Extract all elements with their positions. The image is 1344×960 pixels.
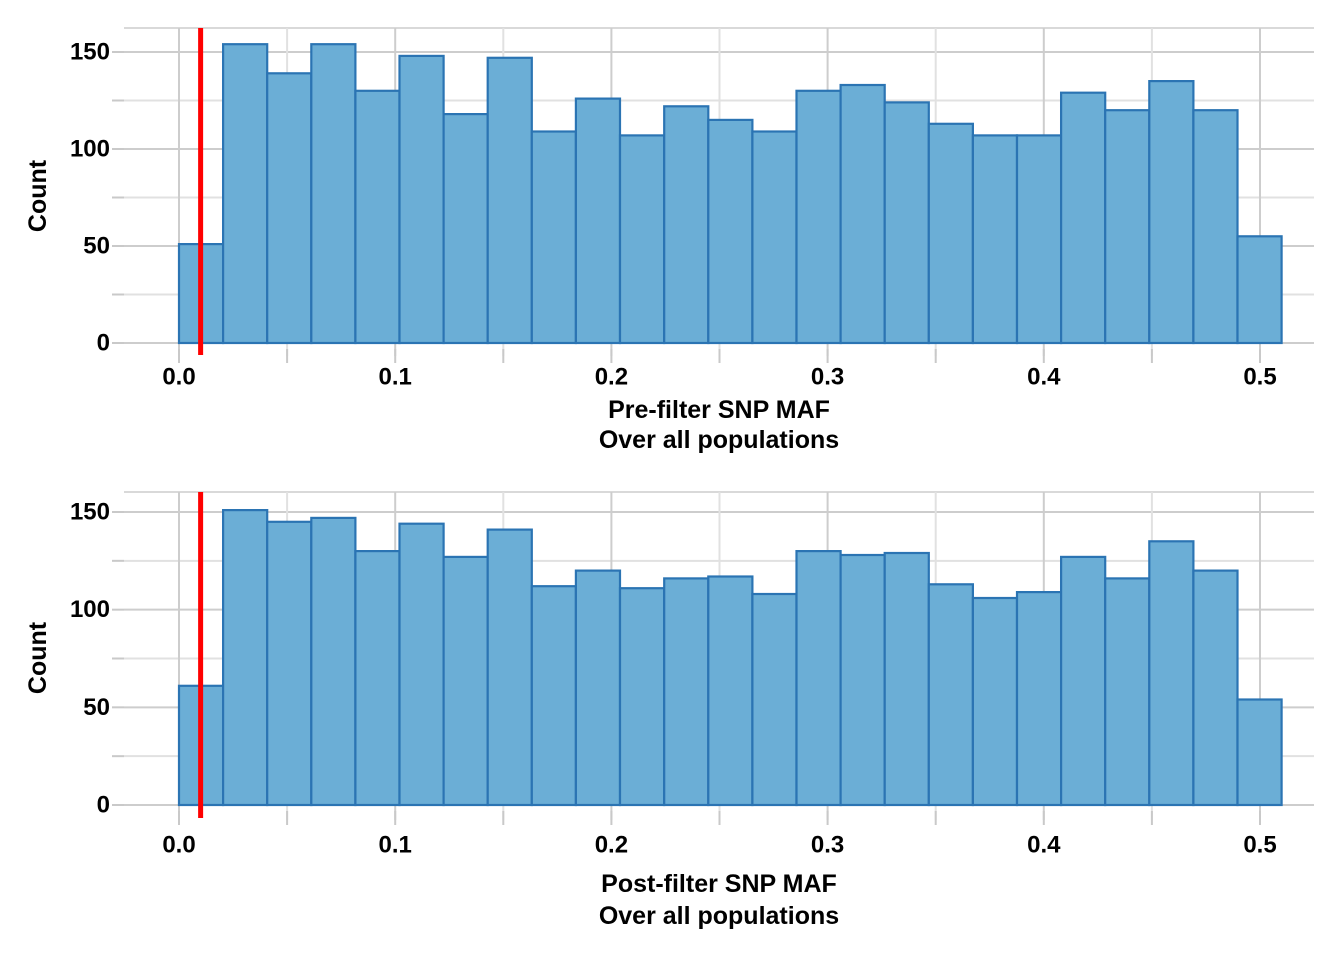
x-tick-label: 0.1	[379, 364, 412, 391]
histogram-bar	[266, 72, 313, 345]
histogram-bar	[574, 97, 622, 345]
histogram-bar	[1104, 577, 1151, 807]
y-tick-label: 50	[83, 694, 110, 721]
x-axis-title-line1: Pre-filter SNP MAF	[608, 396, 830, 424]
x-axis-title-line1: Post-filter SNP MAF	[601, 870, 837, 898]
histogram-bar	[883, 101, 930, 345]
histogram-bar	[618, 587, 666, 807]
histogram-bar	[222, 43, 269, 345]
y-tick-label: 0	[97, 330, 110, 357]
histogram-bar	[1148, 540, 1195, 807]
histogram-bar	[222, 509, 269, 807]
histogram-bar	[1059, 91, 1107, 345]
histogram-bar	[618, 134, 666, 345]
histogram-bar	[354, 549, 401, 807]
x-tick-label: 0.3	[811, 832, 844, 859]
y-tick-label: 0	[97, 792, 110, 819]
y-axis-title: Count	[24, 159, 52, 232]
y-tick-label: 150	[70, 39, 110, 66]
x-tick-label: 0.4	[1027, 364, 1061, 391]
x-tick-label: 0.1	[379, 832, 412, 859]
x-tick-label: 0.0	[162, 832, 195, 859]
histogram-bar	[354, 89, 401, 345]
histogram-bar	[839, 553, 886, 807]
histogram-bar	[310, 43, 357, 345]
histogram-bar	[1236, 698, 1283, 807]
histogram-post-filter: 0.0 0.1 0.2 0.3 0.4 0.5 0 50 100 150 Post-filter S…	[24, 491, 1314, 930]
histogram-bar	[751, 592, 798, 807]
y-tick-label: 150	[70, 499, 110, 526]
histogram-bar	[795, 89, 842, 345]
histogram-bar	[663, 577, 710, 807]
histogram-bar	[1104, 109, 1151, 345]
x-tick-label: 0.0	[162, 364, 195, 391]
histogram-bar	[1015, 134, 1063, 345]
histogram-bar	[530, 585, 577, 807]
x-tick-label: 0.5	[1243, 832, 1276, 859]
histogram-bar	[663, 105, 710, 345]
histogram-bar	[707, 118, 754, 345]
histogram-bar	[971, 134, 1019, 345]
histogram-bar	[310, 516, 357, 807]
histogram-bar	[1059, 555, 1107, 807]
histogram-bar	[1192, 569, 1239, 807]
histogram-bar	[1148, 79, 1195, 345]
histogram-bar	[795, 549, 842, 807]
histogram-bar	[839, 83, 886, 345]
x-axis-title-line2: Over all populations	[599, 426, 839, 454]
x-tick-label: 0.2	[595, 364, 628, 391]
histogram-bar	[1192, 109, 1239, 345]
y-tick-label: 50	[83, 233, 110, 260]
histogram-bar	[707, 575, 754, 807]
x-tick-label: 0.4	[1027, 832, 1061, 859]
histogram-bar	[486, 528, 533, 807]
histogram-bar	[1015, 590, 1063, 807]
histogram-bar	[1236, 235, 1283, 345]
histogram-bar	[751, 130, 798, 345]
histogram-bar	[883, 551, 930, 807]
histogram-bar	[442, 555, 489, 807]
histogram-bar	[266, 520, 313, 807]
histogram-bar	[530, 130, 577, 345]
x-axis-title-line2: Over all populations	[599, 902, 839, 930]
histogram-bar	[971, 596, 1019, 807]
x-tick-label: 0.5	[1243, 364, 1276, 391]
histogram-bar	[442, 112, 489, 345]
histogram-bar	[927, 122, 974, 345]
histogram-bar	[398, 54, 445, 345]
histogram-pre-filter: 0.0 0.1 0.2 0.3 0.4 0.5 0 50 100 150 Pre-filter SN…	[24, 27, 1314, 454]
x-tick-label: 0.2	[595, 832, 628, 859]
histogram-bar	[398, 522, 445, 807]
x-tick-label: 0.3	[811, 364, 844, 391]
histogram-bar	[486, 56, 533, 345]
histogram-bar	[574, 569, 622, 807]
y-axis-title: Count	[24, 621, 52, 694]
histogram-bar	[927, 583, 974, 807]
y-tick-label: 100	[70, 596, 110, 623]
y-tick-label: 100	[70, 136, 110, 163]
